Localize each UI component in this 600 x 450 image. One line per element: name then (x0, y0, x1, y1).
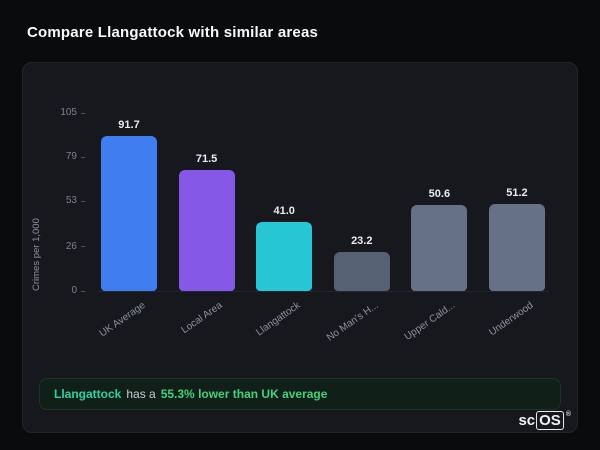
tick-mark (81, 156, 85, 158)
tick-mark (81, 290, 85, 292)
bar[interactable] (333, 251, 390, 291)
registered-mark: ® (565, 411, 571, 418)
x-axis-label: No Man's H... (324, 300, 381, 344)
bar-value-label: 23.2 (351, 234, 373, 247)
bar-group: 51.2 Underwood (485, 187, 549, 338)
y-tick-label: 26 (66, 240, 85, 254)
bar-group: 23.2 No Man's H... (324, 234, 394, 344)
bar[interactable] (101, 135, 157, 291)
tick-mark (81, 112, 85, 114)
bar-group: 50.6 Upper Cald... (403, 188, 471, 343)
bar-value-label: 71.5 (195, 152, 218, 165)
bar[interactable] (411, 205, 468, 291)
bar-group: 71.5 Local Area (175, 152, 239, 336)
bar[interactable] (488, 204, 545, 291)
plot-area: 91.7 UK Average 71.5 Local Area 41.0 Llangatt… (97, 113, 549, 344)
chart-card: Crimes per 1,000 0 26 53 79 105 91.7 UK Avera… (22, 62, 578, 433)
x-axis-label: Underwood (487, 300, 536, 339)
y-tick-label: 0 (71, 284, 85, 298)
bar-value-label: 50.6 (428, 188, 451, 201)
note-area-name: Llangattock (54, 387, 122, 401)
page-title: Compare Llangattock with similar areas (27, 24, 319, 41)
x-axis-label: Upper Cald... (403, 300, 458, 343)
y-tick-label: 105 (60, 106, 85, 120)
x-axis-label: Llangattock (254, 300, 303, 339)
x-axis-label: UK Average (97, 300, 148, 340)
comparison-note: Llangattock has a 55.3% lower than UK av… (39, 378, 561, 410)
scos-logo: sc OS ® (518, 411, 571, 430)
bar-group: 91.7 UK Average (97, 118, 161, 340)
bar[interactable] (256, 221, 313, 291)
note-middle-text: has a (126, 387, 156, 401)
y-tick-label: 53 (66, 194, 85, 208)
bar-value-label: 51.2 (506, 187, 528, 200)
y-tick-label: 79 (66, 150, 85, 164)
bar-group: 41.0 Llangattock (252, 204, 316, 338)
note-highlight-text: 55.3% lower than UK average (160, 387, 328, 401)
logo-suffix: OS (536, 411, 564, 430)
bar-value-label: 91.7 (118, 118, 140, 131)
bar-value-label: 41.0 (273, 204, 295, 217)
logo-prefix: sc (518, 412, 536, 429)
x-axis-label: Local Area (179, 300, 225, 337)
y-axis: 0 26 53 79 105 (23, 107, 85, 296)
tick-mark (81, 246, 85, 248)
tick-mark (81, 200, 85, 202)
bar[interactable] (178, 169, 235, 291)
